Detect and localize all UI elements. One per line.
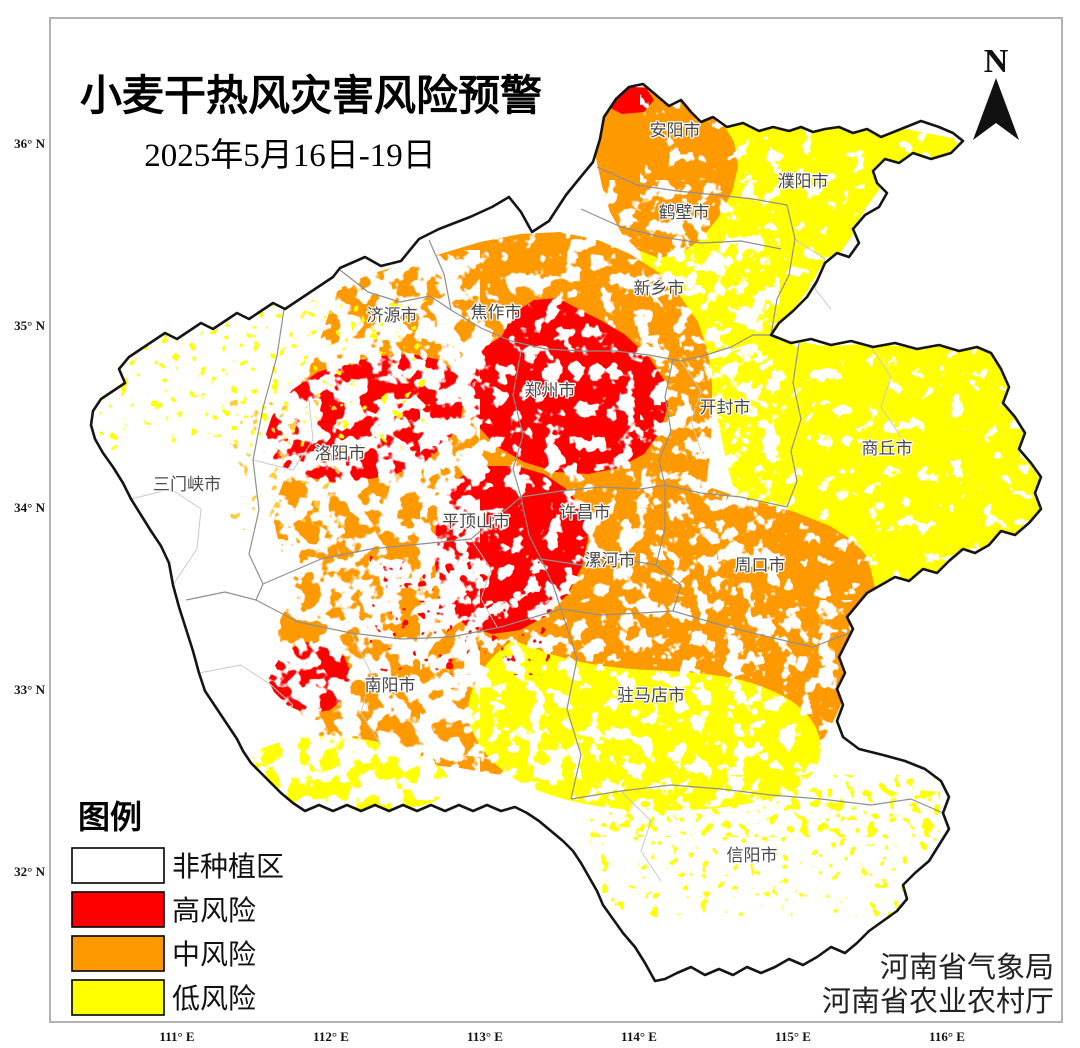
attribution-line1: 河南省气象局 bbox=[880, 951, 1054, 984]
legend-label: 中风险 bbox=[172, 939, 256, 971]
lon-tick-label: 112° E bbox=[313, 1029, 349, 1044]
lat-tick-label: 33° N bbox=[14, 682, 45, 697]
lat-tick-label: 35° N bbox=[14, 318, 45, 333]
legend-label: 高风险 bbox=[172, 895, 256, 927]
city-label: 济源市 bbox=[367, 306, 418, 325]
city-label: 新乡市 bbox=[634, 279, 685, 298]
legend: 图例 非种植区 高风险 中风险 低风险 bbox=[71, 799, 284, 1016]
lon-tick-label: 116° E bbox=[929, 1029, 965, 1044]
city-label: 驻马店市 bbox=[617, 686, 685, 705]
lon-tick-label: 111° E bbox=[159, 1029, 194, 1044]
city-label: 平顶山市 bbox=[442, 512, 510, 531]
map-frame bbox=[49, 17, 1063, 1023]
city-label: 开封市 bbox=[700, 398, 751, 417]
latitude-ticks: 36° N 35° N 34° N 33° N 32° N bbox=[14, 136, 45, 879]
city-label: 焦作市 bbox=[471, 303, 522, 322]
city-label: 商丘市 bbox=[862, 439, 913, 458]
city-label: 鹤壁市 bbox=[659, 203, 710, 222]
legend-swatch-low bbox=[71, 979, 165, 1016]
legend-item: 高风险 bbox=[71, 891, 256, 928]
city-label: 周口市 bbox=[735, 556, 786, 575]
legend-item: 非种植区 bbox=[71, 847, 284, 884]
city-label: 安阳市 bbox=[650, 121, 701, 140]
lon-tick-label: 113° E bbox=[467, 1029, 503, 1044]
city-labels: 安阳市 濮阳市 鹤壁市 新乡市 济源市 焦作市 郑州市 开封市 商丘市 洛阳市 … bbox=[152, 120, 914, 867]
lon-tick-label: 114° E bbox=[621, 1029, 657, 1044]
city-label: 漯河市 bbox=[585, 551, 636, 570]
lat-tick-label: 32° N bbox=[14, 864, 45, 879]
legend-swatch-nonplanting bbox=[71, 847, 165, 884]
date-range: 2025年5月16日-19日 bbox=[144, 137, 436, 174]
city-label: 南阳市 bbox=[365, 676, 416, 695]
city-label: 郑州市 bbox=[525, 381, 576, 400]
city-label: 三门峡市 bbox=[153, 475, 221, 494]
north-arrow: N bbox=[973, 43, 1019, 140]
north-arrow-icon bbox=[973, 78, 1019, 140]
legend-item: 低风险 bbox=[71, 979, 256, 1016]
lat-tick-label: 34° N bbox=[14, 500, 45, 515]
city-label: 洛阳市 bbox=[315, 444, 366, 463]
lon-tick-label: 115° E bbox=[775, 1029, 811, 1044]
attribution: 河南省气象局 河南省农业农村厅 bbox=[822, 951, 1054, 1018]
longitude-ticks: 111° E 112° E 113° E 114° E 115° E 116° … bbox=[159, 1029, 965, 1044]
legend-swatch-medium bbox=[71, 935, 165, 972]
city-label: 许昌市 bbox=[560, 503, 611, 522]
lat-tick-label: 36° N bbox=[14, 136, 45, 151]
page-title: 小麦干热风灾害风险预警 bbox=[80, 72, 542, 119]
north-label: N bbox=[984, 43, 1009, 80]
city-label: 濮阳市 bbox=[778, 172, 829, 191]
legend-swatch-high bbox=[71, 891, 165, 928]
prefecture-boundaries bbox=[185, 166, 944, 814]
scattered-speckle bbox=[100, 300, 940, 917]
legend-heading: 图例 bbox=[78, 799, 142, 835]
legend-item: 中风险 bbox=[71, 935, 256, 972]
legend-label: 非种植区 bbox=[172, 851, 284, 883]
city-label: 信阳市 bbox=[727, 846, 778, 865]
legend-label: 低风险 bbox=[172, 983, 256, 1015]
attribution-line2: 河南省农业农村厅 bbox=[822, 985, 1054, 1018]
